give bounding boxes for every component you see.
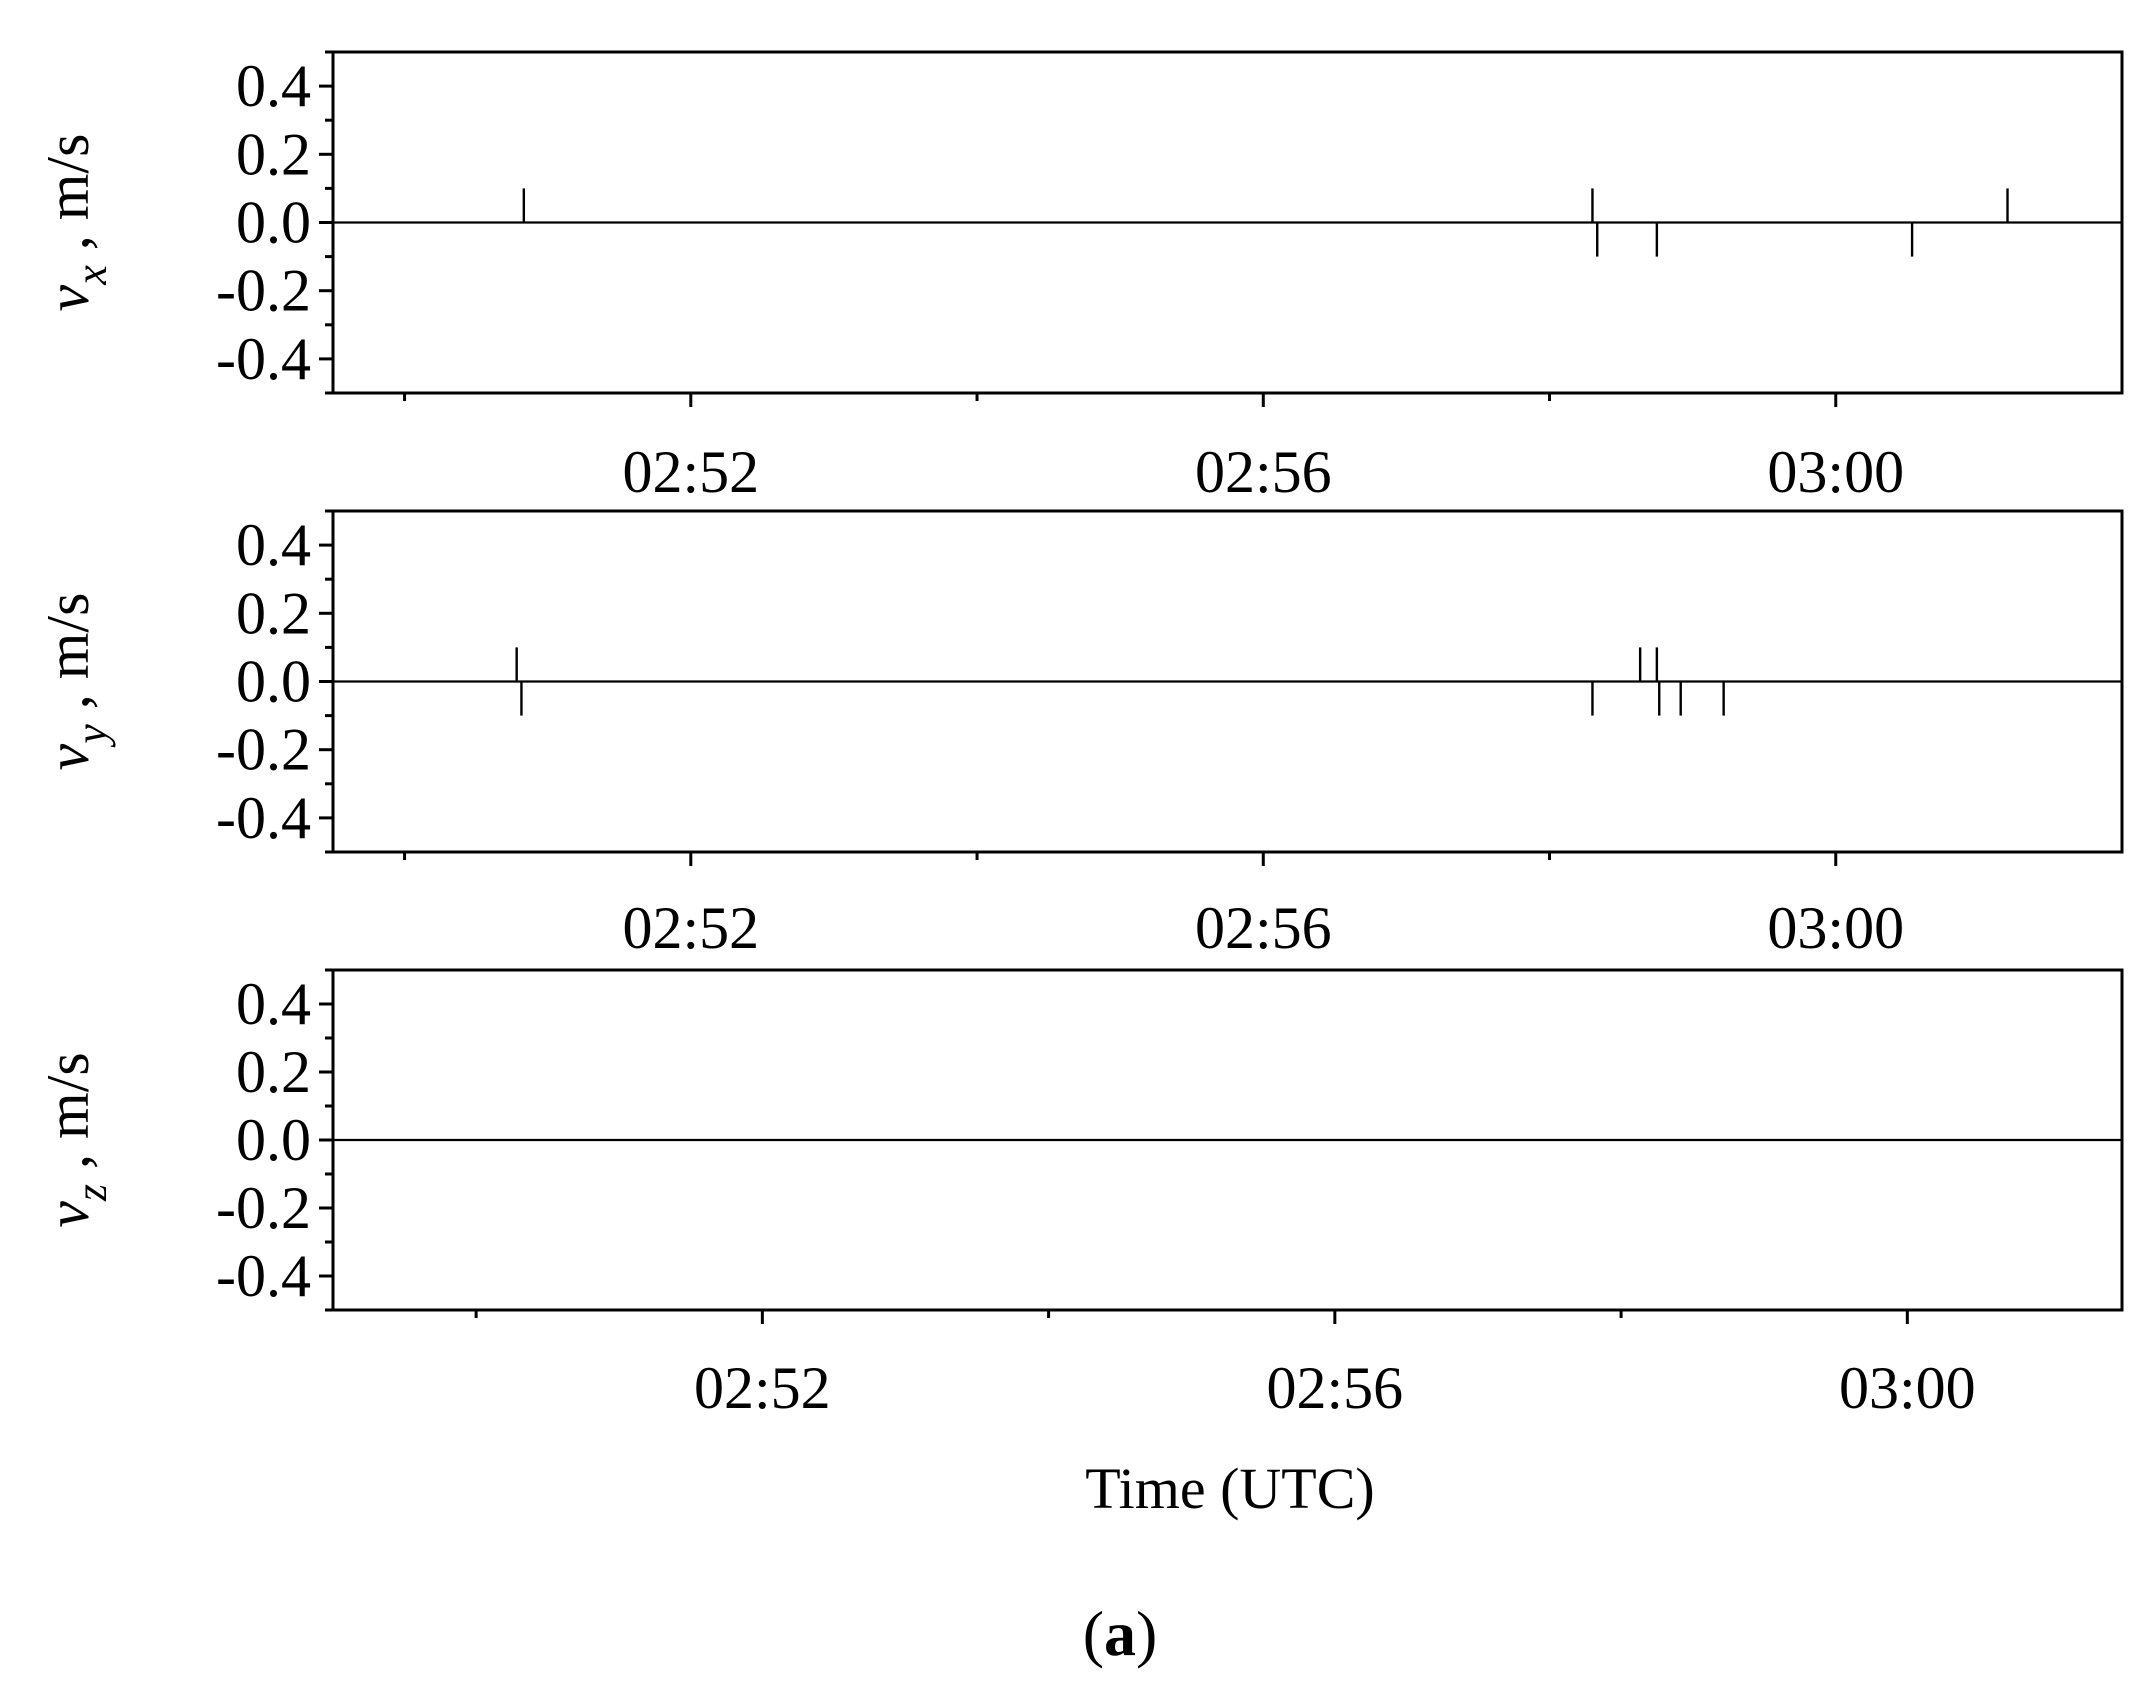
y-axis-title-unit: , m/s	[35, 134, 101, 266]
y-tick-label: -0.2	[216, 258, 311, 324]
y-axis-title-variable: v	[35, 743, 101, 770]
y-axis-title-unit: , m/s	[35, 1052, 101, 1184]
x-tick-label: 02:56	[1267, 1355, 1404, 1421]
chart-panel-2: 0.40.20.0-0.2-0.4 02:52 02:56 03:00 vy , m/s	[35, 509, 2124, 961]
y-tick-label: -0.4	[216, 1243, 311, 1309]
panel-label-close: )	[1136, 1598, 1157, 1669]
y-tick-label: -0.2	[216, 717, 311, 783]
y-tick-label: 0.4	[236, 53, 311, 119]
chart-panel-3: 0.40.20.0-0.2-0.4 02:52 02:56 03:00 vz , m/s	[35, 968, 2124, 1421]
y-axis-title: vz , m/s	[35, 1052, 116, 1227]
x-tick-label: 02:56	[1195, 895, 1332, 961]
y-tick-label: -0.4	[216, 785, 311, 851]
x-tick-label: 02:52	[622, 895, 759, 961]
y-tick-label: 0.2	[236, 121, 311, 187]
y-tick-label: -0.2	[216, 1175, 311, 1241]
y-axis-title: vx , m/s	[35, 134, 116, 312]
y-tick-label: 0.0	[236, 190, 311, 256]
panel-label-letter: a	[1104, 1598, 1136, 1669]
y-tick-label: 0.4	[236, 971, 311, 1037]
x-tick-label: 03:00	[1839, 1355, 1976, 1421]
y-tick-label: 0.4	[236, 512, 311, 578]
x-tick-label: 02:52	[694, 1355, 831, 1421]
x-tick-label: 02:52	[622, 439, 759, 505]
x-axis-title: Time (UTC)	[1085, 1456, 1375, 1521]
y-axis-title: vy , m/s	[35, 593, 116, 771]
y-tick-label: 0.0	[236, 1107, 311, 1173]
y-axis-title-variable: v	[35, 1201, 101, 1228]
y-tick-label: -0.4	[216, 326, 311, 392]
x-tick-label: 03:00	[1767, 895, 1904, 961]
panel-label-open: (	[1083, 1598, 1104, 1669]
y-tick-label: 0.2	[236, 1039, 311, 1105]
y-axis-title-subscript: y	[67, 724, 116, 748]
panel-label: (a)	[1083, 1598, 1158, 1669]
y-tick-label: 0.0	[236, 649, 311, 715]
y-axis-title-subscript: z	[67, 1184, 116, 1202]
y-tick-label: 0.2	[236, 580, 311, 646]
y-axis-title-variable: v	[35, 284, 101, 311]
y-axis-title-unit: , m/s	[35, 593, 101, 725]
chart-panel-1: 0.40.20.0-0.2-0.4 02:52 02:56 03:00 vx , m/s	[35, 50, 2124, 505]
y-axis-title-subscript: x	[67, 265, 116, 286]
x-tick-label: 02:56	[1195, 439, 1332, 505]
x-tick-label: 03:00	[1767, 439, 1904, 505]
